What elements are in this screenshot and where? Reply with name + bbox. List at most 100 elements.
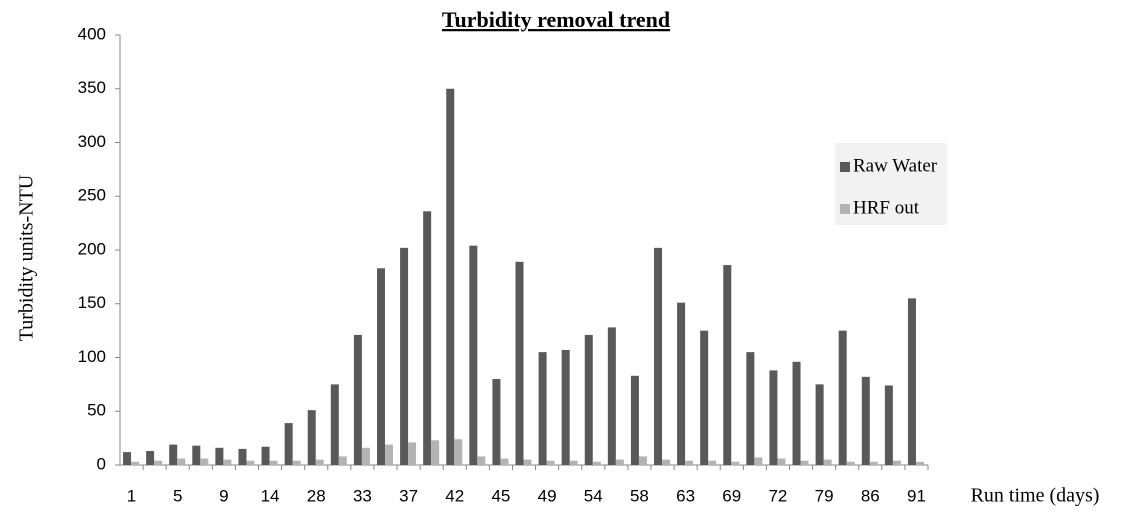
bar (700, 330, 709, 465)
bar (754, 457, 763, 465)
bar (169, 444, 178, 465)
legend-label: Raw Water (853, 155, 938, 176)
y-tick-label: 50 (87, 401, 106, 420)
legend-box (835, 143, 947, 225)
bar (177, 458, 186, 465)
x-tick-label: 9 (219, 486, 228, 505)
legend-swatch (840, 204, 850, 214)
bar (269, 460, 278, 465)
bar (677, 302, 686, 465)
legend-label: HRF out (853, 197, 920, 218)
bar (246, 460, 255, 465)
legend-swatch (840, 162, 850, 172)
bar (561, 349, 570, 465)
bar (408, 442, 417, 465)
bar (261, 446, 270, 465)
bar (515, 261, 524, 465)
bar (615, 459, 624, 465)
bar (846, 461, 855, 465)
bar (815, 384, 824, 465)
bar (223, 459, 232, 465)
bar (907, 298, 916, 465)
x-tick-label: 79 (815, 486, 834, 505)
x-tick-label: 1 (127, 486, 136, 505)
bar (292, 460, 301, 465)
bar (361, 447, 370, 465)
bar (200, 458, 209, 465)
x-tick-label: 69 (722, 486, 741, 505)
bar (654, 247, 663, 465)
x-tick-label: 42 (445, 486, 464, 505)
bar (154, 460, 163, 465)
bar (892, 460, 901, 465)
bar (454, 439, 463, 465)
bar (330, 384, 339, 465)
bar (215, 447, 224, 465)
bar (146, 451, 155, 465)
bar (823, 459, 832, 465)
bar (638, 456, 647, 465)
bar (446, 88, 455, 465)
bar (307, 410, 316, 465)
x-tick-label: 63 (676, 486, 695, 505)
y-axis-label: Turbidity units-NTU (16, 174, 38, 341)
bar (685, 460, 694, 465)
bar (731, 461, 740, 465)
bar (469, 245, 478, 465)
y-tick-label: 0 (97, 454, 106, 473)
bar (569, 460, 578, 465)
bar (869, 461, 878, 465)
bar (746, 352, 755, 465)
bar (662, 459, 671, 465)
bar (123, 452, 132, 465)
y-tick-label: 150 (78, 293, 106, 312)
bar (792, 361, 801, 465)
x-tick-label: 86 (861, 486, 880, 505)
x-tick-label: 14 (261, 486, 280, 505)
bar (353, 334, 362, 465)
x-axis-label: Run time (days) (971, 485, 1100, 507)
bar (400, 247, 409, 465)
bar (500, 458, 509, 465)
x-tick-label: 5 (173, 486, 182, 505)
bar (192, 445, 201, 465)
bar (708, 460, 717, 465)
x-tick-label: 45 (491, 486, 510, 505)
bar (861, 376, 870, 465)
bar (592, 461, 601, 465)
bar (477, 456, 486, 465)
bar (723, 265, 732, 465)
y-tick-label: 250 (78, 186, 106, 205)
bar (384, 444, 393, 465)
bar (630, 375, 639, 465)
bar (431, 440, 440, 465)
bar (538, 352, 547, 465)
y-tick-label: 400 (78, 24, 106, 43)
bar (884, 385, 893, 465)
x-tick-label: 28 (307, 486, 326, 505)
x-tick-label: 91 (907, 486, 926, 505)
bar (523, 459, 532, 465)
bar (915, 461, 924, 465)
x-tick-label: 58 (630, 486, 649, 505)
bar (238, 448, 247, 465)
bar (838, 330, 847, 465)
y-tick-label: 200 (78, 239, 106, 258)
y-tick-label: 100 (78, 347, 106, 366)
y-tick-label: 300 (78, 132, 106, 151)
x-tick-label: 33 (353, 486, 372, 505)
x-tick-label: 54 (584, 486, 603, 505)
x-tick-label: 49 (538, 486, 557, 505)
bar (284, 423, 293, 465)
bar (546, 460, 555, 465)
bar (376, 268, 385, 465)
bar (315, 459, 324, 465)
bar (769, 370, 778, 465)
bar (338, 456, 347, 465)
bar (800, 460, 809, 465)
bar (607, 327, 616, 465)
x-tick-label: 37 (399, 486, 418, 505)
bar (131, 461, 140, 465)
bar (777, 458, 786, 465)
